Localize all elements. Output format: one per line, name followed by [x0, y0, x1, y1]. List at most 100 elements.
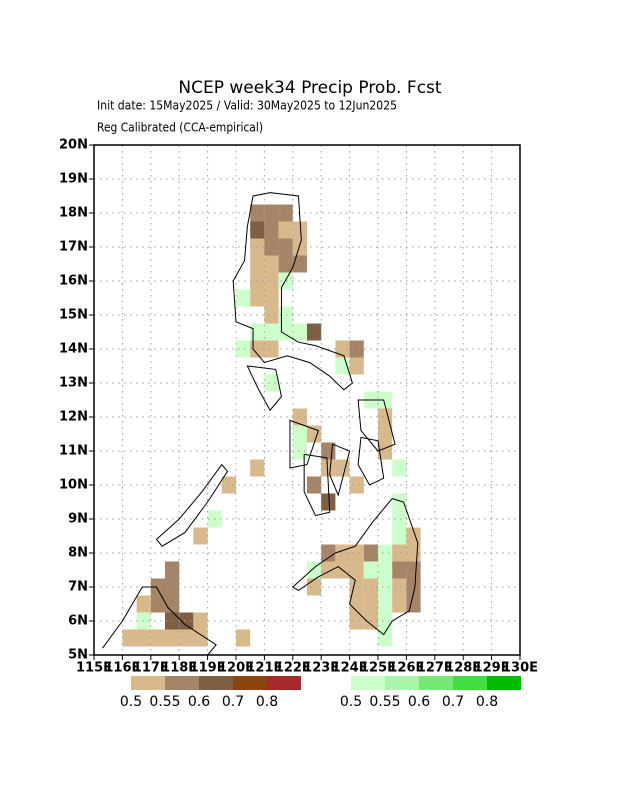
colorbar-label: 0.7: [222, 694, 244, 710]
colorbar-box: [267, 676, 301, 690]
grid-cell: [307, 425, 322, 443]
map-frame: [93, 144, 521, 656]
grid-cell: [349, 595, 364, 613]
grid-cell: [392, 578, 407, 596]
colorbar-box: [165, 676, 199, 690]
x-tick-label: 120E: [218, 661, 254, 676]
x-tick-label: 123E: [303, 661, 339, 676]
title: NCEP week34 Precip Prob. Fcst: [178, 78, 442, 98]
colorbar-box: [419, 676, 453, 690]
grid-cell: [278, 238, 293, 256]
grid-cell: [193, 612, 208, 630]
grid-cell: [406, 595, 421, 613]
grid-cell: [264, 374, 279, 392]
grid-cell: [278, 306, 293, 324]
x-tick-label: 130E: [502, 661, 538, 676]
grid-cell: [278, 221, 293, 239]
y-tick-label: 5N: [68, 648, 88, 663]
y-tick-label: 7N: [68, 580, 88, 595]
grid-cell: [378, 595, 393, 613]
grid-cell: [335, 459, 350, 477]
grid-cell: [264, 289, 279, 307]
colorbar-label: 0.7: [442, 694, 464, 710]
grid-cell: [349, 544, 364, 562]
x-tick-label: 127E: [417, 661, 453, 676]
grid-cell: [236, 289, 251, 307]
grid-cell: [321, 459, 336, 477]
grid-cell: [349, 476, 364, 494]
grid-cell: [264, 221, 279, 239]
grid-cell: [307, 323, 322, 341]
y-tick-label: 20N: [59, 138, 88, 153]
grid-cell: [321, 493, 336, 511]
grid-cell: [292, 408, 307, 426]
grid-cell: [136, 612, 151, 630]
grid-cell: [278, 204, 293, 222]
y-tick-label: 10N: [59, 478, 88, 493]
y-tick-label: 14N: [59, 342, 88, 357]
colorbar-box: [233, 676, 267, 690]
colorbar-box: [453, 676, 487, 690]
y-tick-label: 13N: [59, 376, 88, 391]
grid-cell: [136, 629, 151, 647]
x-tick-label: 119E: [190, 661, 226, 676]
x-tick-label: 129E: [474, 661, 510, 676]
grid-cell: [193, 527, 208, 545]
grid-cell: [264, 238, 279, 256]
grid-cell: [150, 595, 165, 613]
grid-cell: [292, 442, 307, 460]
grid-cell: [378, 425, 393, 443]
grid-cell: [150, 629, 165, 647]
grid-cell: [321, 561, 336, 579]
cells: [122, 204, 421, 647]
grid-cell: [236, 340, 251, 358]
grid-cell: [136, 595, 151, 613]
grid-cell: [122, 629, 137, 647]
colorbar-box: [199, 676, 233, 690]
grid-cell: [250, 255, 265, 273]
grid-cell: [250, 459, 265, 477]
grid-cell: [264, 340, 279, 358]
colorbar-label: 0.55: [149, 694, 180, 710]
grid-cell: [335, 544, 350, 562]
colorbar-label: 0.8: [476, 694, 498, 710]
grid-cell: [349, 340, 364, 358]
grid-cell: [349, 612, 364, 630]
x-tick-label: 118E: [161, 661, 197, 676]
grid-cell: [278, 255, 293, 273]
grid-cell: [179, 629, 194, 647]
grid-cell: [307, 476, 322, 494]
grid-cell: [221, 476, 236, 494]
grid-cell: [292, 323, 307, 341]
grid-cell: [307, 578, 322, 596]
y-tick-label: 17N: [59, 240, 88, 255]
colorbar-label: 0.6: [408, 694, 430, 710]
x-tick-label: 116E: [104, 661, 140, 676]
grid-cell: [378, 578, 393, 596]
grid-cell: [392, 527, 407, 545]
x-tick-label: 115E: [76, 661, 112, 676]
x-tick-label: 128E: [445, 661, 481, 676]
grid-cell: [335, 340, 350, 358]
grid-cell: [349, 357, 364, 375]
grid-cell: [392, 510, 407, 528]
colorbar-label: 0.8: [256, 694, 278, 710]
grid-cell: [193, 629, 208, 647]
grid-cell: [363, 595, 378, 613]
x-tick-label: 122E: [275, 661, 311, 676]
grid-cell: [292, 255, 307, 273]
grid: 115E116E117E118E119E120E121E122E123E124E…: [59, 138, 538, 676]
grid-cell: [264, 204, 279, 222]
y-tick-label: 19N: [59, 172, 88, 187]
grid-cell: [292, 425, 307, 443]
grid-cell: [236, 629, 251, 647]
grid-cell: [150, 578, 165, 596]
note: Reg Calibrated (CCA-empirical): [97, 120, 263, 135]
y-tick-label: 6N: [68, 614, 88, 629]
grid-cell: [250, 221, 265, 239]
colorbars: 0.5 0.55 0.6 0.7 0.8 0.5 0.55 0.6 0.7 0.8: [120, 676, 521, 710]
grid-cell: [250, 323, 265, 341]
colorbar-label: 0.5: [340, 694, 362, 710]
x-tick-label: 117E: [133, 661, 169, 676]
grid-cell: [292, 221, 307, 239]
